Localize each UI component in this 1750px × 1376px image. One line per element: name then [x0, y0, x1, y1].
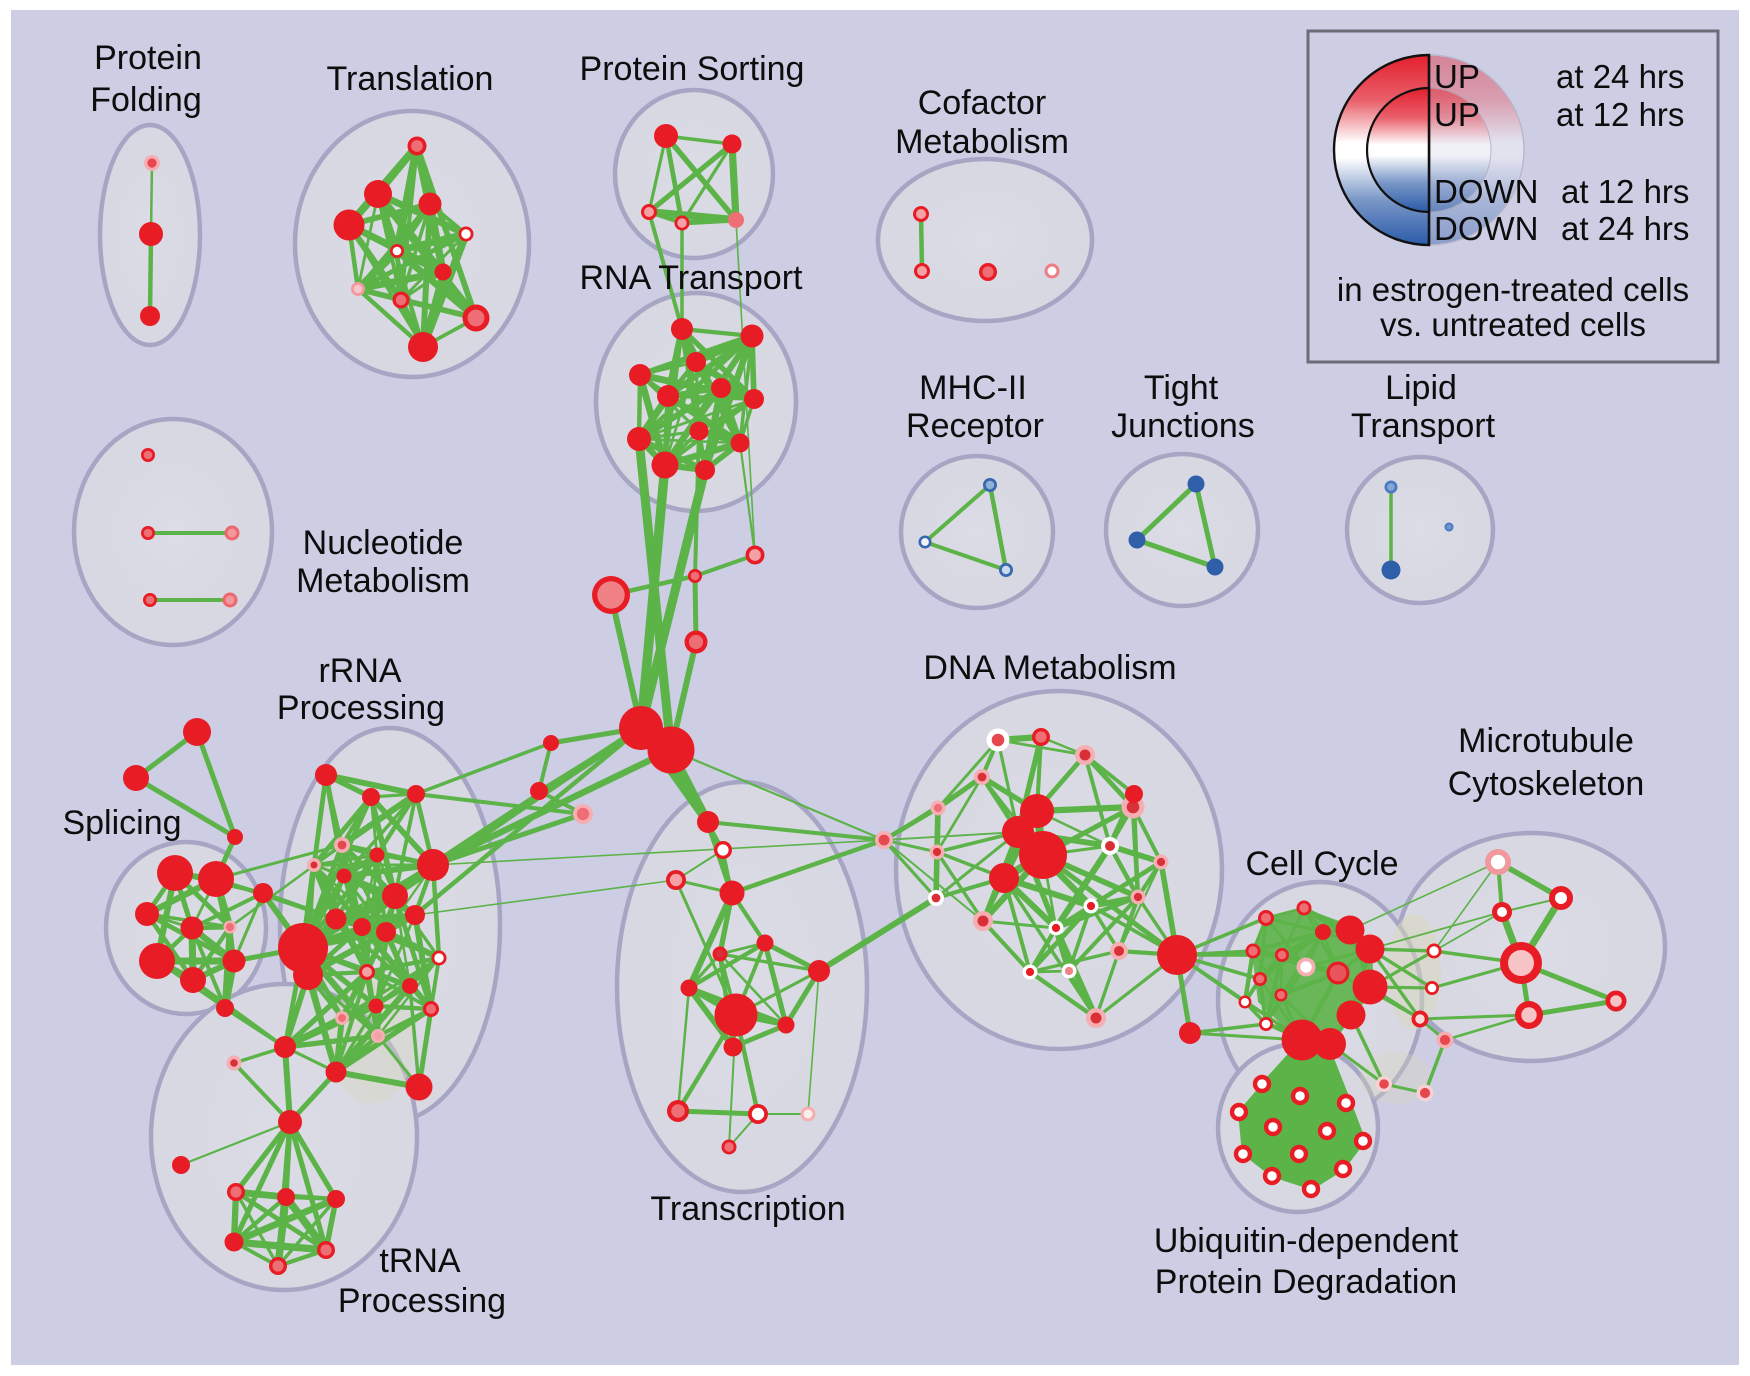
- svg-text:MHC-II: MHC-II: [919, 369, 1027, 407]
- svg-text:Ubiquitin-dependent: Ubiquitin-dependent: [1154, 1222, 1459, 1260]
- svg-text:tRNA: tRNA: [379, 1242, 461, 1280]
- svg-text:Metabolism: Metabolism: [895, 123, 1069, 161]
- svg-text:DNA Metabolism: DNA Metabolism: [923, 649, 1176, 687]
- svg-text:Metabolism: Metabolism: [296, 562, 470, 600]
- svg-text:Protein: Protein: [94, 39, 202, 77]
- svg-text:Receptor: Receptor: [906, 407, 1044, 445]
- svg-text:Transcription: Transcription: [650, 1190, 845, 1228]
- svg-text:Microtubule: Microtubule: [1458, 722, 1634, 760]
- svg-text:at 24 hrs: at 24 hrs: [1561, 210, 1689, 247]
- svg-text:Tight: Tight: [1144, 369, 1219, 407]
- svg-text:Junctions: Junctions: [1111, 407, 1255, 445]
- svg-text:Cofactor: Cofactor: [918, 84, 1047, 122]
- svg-text:RNA Transport: RNA Transport: [580, 259, 804, 297]
- svg-text:Nucleotide: Nucleotide: [303, 524, 464, 562]
- svg-text:Protein Sorting: Protein Sorting: [580, 50, 805, 88]
- svg-text:vs. untreated cells: vs. untreated cells: [1380, 306, 1646, 343]
- svg-text:at 24 hrs: at 24 hrs: [1556, 58, 1684, 95]
- svg-text:Lipid: Lipid: [1385, 369, 1457, 407]
- svg-text:Processing: Processing: [277, 689, 445, 727]
- svg-text:Splicing: Splicing: [62, 804, 181, 842]
- svg-text:DOWN: DOWN: [1434, 173, 1538, 210]
- svg-text:Processing: Processing: [338, 1282, 506, 1320]
- svg-text:Translation: Translation: [327, 60, 494, 98]
- svg-text:in estrogen-treated cells: in estrogen-treated cells: [1337, 271, 1689, 308]
- svg-text:Transport: Transport: [1351, 407, 1496, 445]
- svg-text:Cytoskeleton: Cytoskeleton: [1448, 765, 1645, 803]
- svg-text:Cell Cycle: Cell Cycle: [1245, 845, 1398, 883]
- svg-text:at 12 hrs: at 12 hrs: [1556, 96, 1684, 133]
- svg-text:UP: UP: [1434, 58, 1480, 95]
- svg-text:at 12 hrs: at 12 hrs: [1561, 173, 1689, 210]
- svg-text:UP: UP: [1434, 96, 1480, 133]
- svg-text:Folding: Folding: [90, 81, 202, 119]
- svg-text:Protein Degradation: Protein Degradation: [1155, 1263, 1457, 1301]
- svg-text:DOWN: DOWN: [1434, 210, 1538, 247]
- svg-text:rRNA: rRNA: [318, 652, 401, 690]
